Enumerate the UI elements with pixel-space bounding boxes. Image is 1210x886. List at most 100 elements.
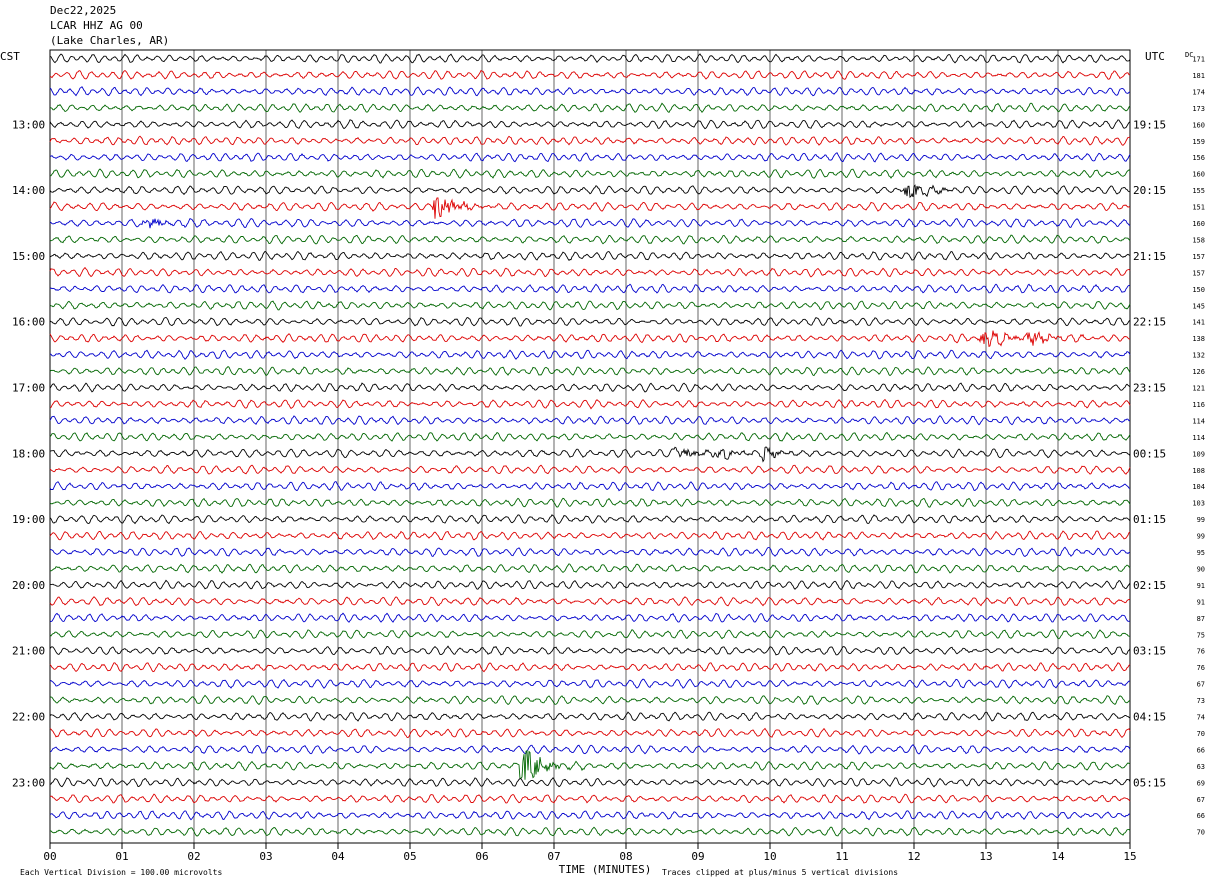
dc-offset-label: 99	[1197, 533, 1205, 541]
dc-offset-label: 66	[1197, 812, 1205, 820]
utc-hour-label: 23:15	[1133, 382, 1166, 395]
x-tick-label: 05	[403, 850, 416, 863]
utc-hour-label: 00:15	[1133, 447, 1166, 460]
seismic-trace	[49, 464, 1131, 475]
dc-offset-label: 76	[1197, 664, 1205, 672]
dc-offset-label: 150	[1192, 286, 1205, 294]
x-tick-label: 00	[43, 850, 56, 863]
dc-offset-label: 160	[1192, 121, 1205, 129]
x-tick-label: 12	[907, 850, 920, 863]
seismic-trace	[49, 563, 1131, 574]
cst-axis-label: CST	[0, 50, 20, 63]
dc-offset-label: 91	[1197, 598, 1205, 606]
seismic-trace	[49, 446, 1131, 463]
dc-offset-label: 126	[1192, 368, 1205, 376]
seismic-trace	[49, 678, 1131, 689]
seismic-trace	[49, 546, 1131, 557]
dc-offset-label: 87	[1197, 615, 1205, 623]
seismic-trace	[49, 645, 1131, 656]
utc-hour-label: 04:15	[1133, 711, 1166, 724]
seismic-trace	[49, 218, 1131, 229]
seismic-trace	[49, 69, 1131, 80]
dc-offset-label: 116	[1192, 401, 1205, 409]
dc-offset-label: 73	[1197, 697, 1205, 705]
seismic-trace	[49, 398, 1131, 410]
cst-hour-label: 15:00	[12, 250, 45, 263]
cst-hour-label: 14:00	[12, 184, 45, 197]
utc-hour-label: 20:15	[1133, 184, 1166, 197]
dc-offset-label: 181	[1192, 72, 1205, 80]
x-tick-label: 08	[619, 850, 632, 863]
seismic-trace	[49, 330, 1131, 348]
seismic-trace	[49, 300, 1131, 311]
x-tick-label: 09	[691, 850, 704, 863]
x-tick-label: 10	[763, 850, 776, 863]
station-label: LCAR HHZ AG 00	[50, 19, 143, 32]
seismic-trace	[49, 596, 1131, 607]
dc-offset-label: 155	[1192, 187, 1205, 195]
seismic-trace	[49, 629, 1131, 640]
utc-hour-label: 01:15	[1133, 513, 1166, 526]
dc-offset-label: 171	[1192, 56, 1205, 64]
utc-hour-label: 03:15	[1133, 645, 1166, 658]
cst-hour-label: 18:00	[12, 447, 45, 460]
dc-offset-label: 70	[1197, 829, 1205, 837]
x-tick-label: 06	[475, 850, 488, 863]
seismic-trace	[49, 777, 1131, 788]
dc-offset-label: 108	[1192, 467, 1205, 475]
cst-hour-label: 19:00	[12, 513, 45, 526]
dc-offset-label: 67	[1197, 681, 1205, 689]
seismic-trace	[49, 184, 1130, 198]
dc-offset-label: 132	[1192, 352, 1205, 360]
seismic-trace	[49, 197, 1131, 219]
x-tick-label: 14	[1051, 850, 1065, 863]
dc-offset-label: 157	[1192, 269, 1205, 277]
dc-offset-label: 157	[1192, 253, 1205, 261]
dc-offset-label: 109	[1192, 450, 1205, 458]
dc-offset-label: 159	[1192, 138, 1205, 146]
dc-offset-label: 160	[1192, 171, 1205, 179]
seismic-trace	[49, 135, 1131, 146]
x-tick-label: 15	[1123, 850, 1136, 863]
dc-offset-label: 99	[1197, 516, 1205, 524]
dc-offset-label: 104	[1192, 483, 1205, 491]
x-tick-label: 04	[331, 850, 345, 863]
dc-label: DC	[1185, 51, 1193, 59]
dc-offset-label: 151	[1192, 204, 1205, 212]
cst-hour-label: 23:00	[12, 776, 45, 789]
seismic-trace	[49, 119, 1131, 130]
cst-hour-label: 17:00	[12, 382, 45, 395]
dc-offset-label: 114	[1192, 417, 1205, 425]
dc-offset-label: 74	[1197, 714, 1205, 722]
seismic-trace	[49, 711, 1131, 722]
utc-hour-label: 05:15	[1133, 776, 1166, 789]
seismic-trace	[49, 727, 1131, 739]
dc-offset-label: 173	[1192, 105, 1205, 113]
cst-hour-label: 20:00	[12, 579, 45, 592]
seismic-trace	[49, 366, 1131, 377]
dc-offset-label: 66	[1197, 746, 1205, 754]
cst-hour-label: 22:00	[12, 711, 45, 724]
dc-offset-label: 75	[1197, 631, 1205, 639]
dc-offset-label: 138	[1192, 335, 1205, 343]
seismic-trace	[49, 102, 1131, 114]
footer-clip-note: Traces clipped at plus/minus 5 vertical …	[662, 868, 898, 877]
x-tick-label: 13	[979, 850, 992, 863]
x-tick-label: 07	[547, 850, 560, 863]
seismic-trace	[49, 349, 1131, 360]
seismic-trace	[49, 152, 1131, 163]
dc-offset-label: 76	[1197, 648, 1205, 656]
seismic-trace	[49, 826, 1131, 837]
seismic-trace	[49, 793, 1131, 804]
utc-hour-label: 19:15	[1133, 118, 1166, 131]
seismic-trace	[49, 694, 1131, 706]
seismic-trace	[49, 810, 1131, 821]
dc-offset-label: 158	[1192, 236, 1205, 244]
seismic-trace	[49, 316, 1131, 327]
seismic-trace	[49, 415, 1131, 426]
dc-offset-label: 67	[1197, 796, 1205, 804]
dc-offset-label: 121	[1192, 385, 1205, 393]
utc-hour-label: 02:15	[1133, 579, 1166, 592]
dc-offset-label: 156	[1192, 154, 1205, 162]
